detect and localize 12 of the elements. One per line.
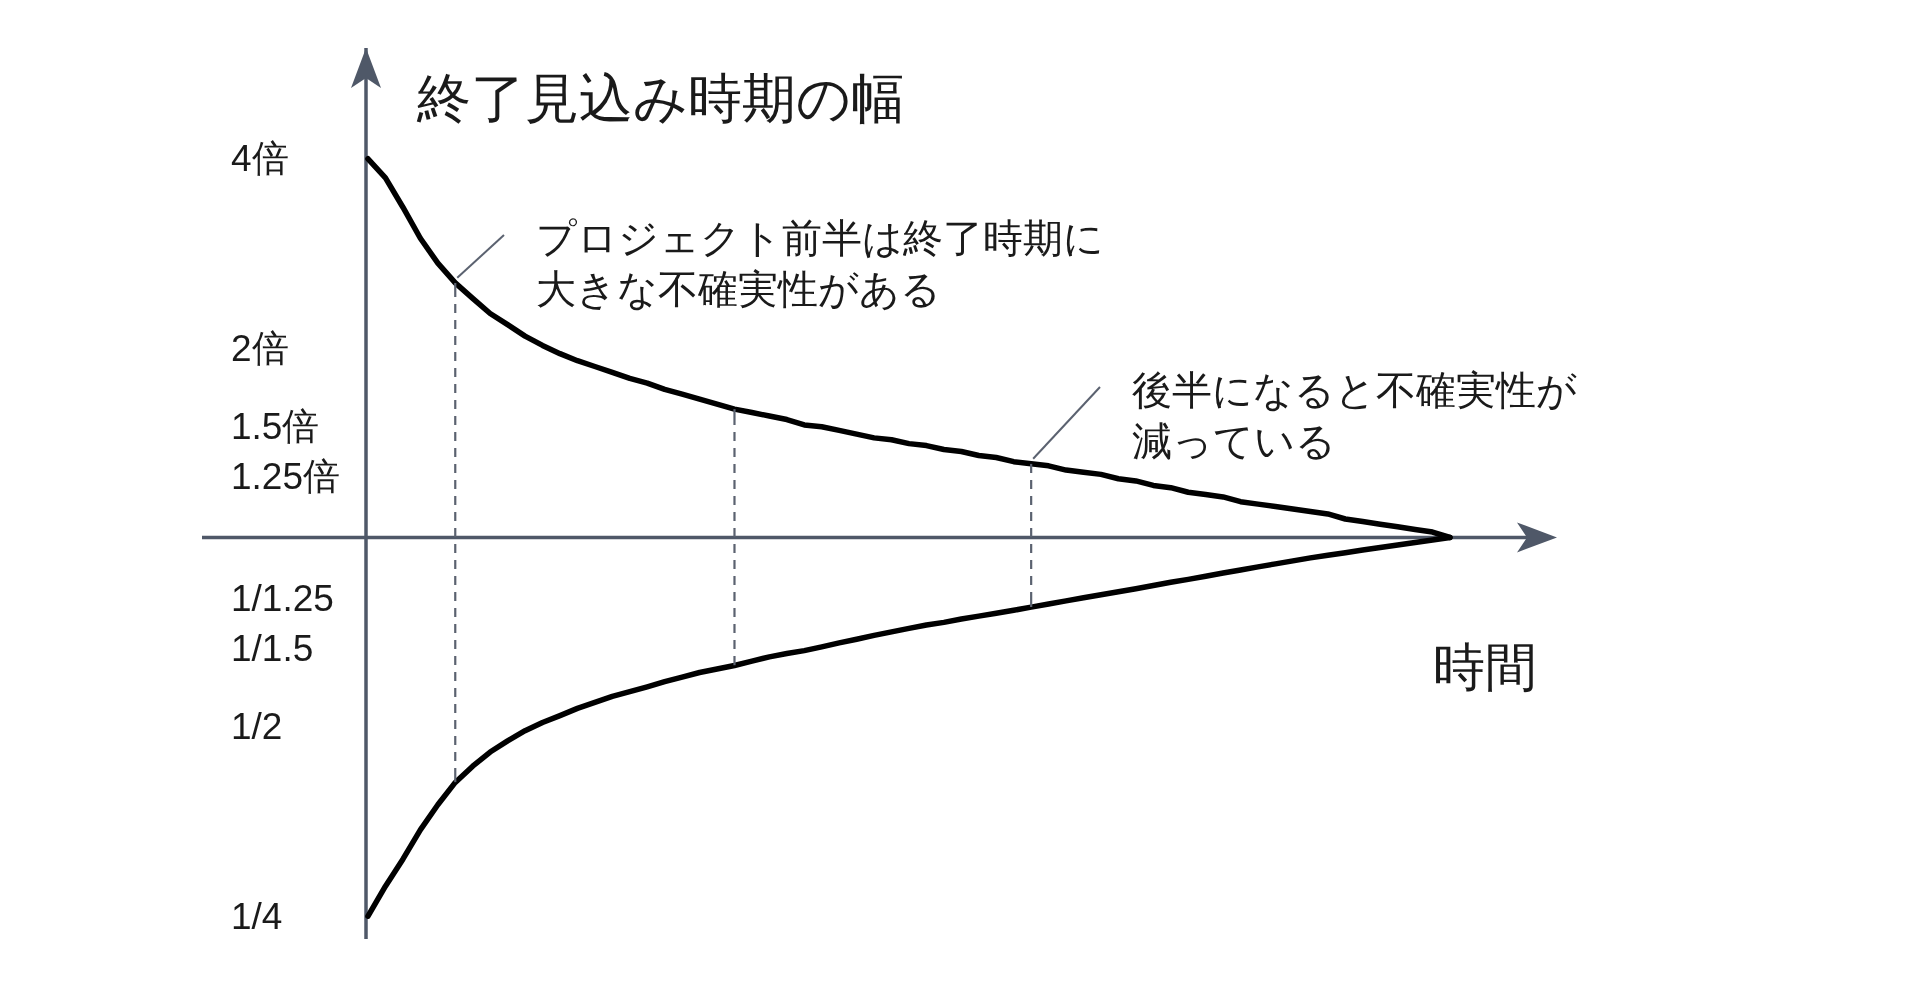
y-tick-label: 2倍	[231, 327, 289, 369]
annotation: プロジェクト前半は終了時期に大きな不確実性がある	[536, 216, 1104, 311]
y-tick-label: 1/4	[231, 895, 283, 937]
y-tick-label: 4倍	[231, 138, 289, 180]
y-tick-label: 1/2	[231, 706, 283, 748]
y-axis-title: 終了見込み時期の幅	[416, 68, 905, 128]
y-tick-label: 1/1.5	[231, 627, 314, 669]
annotation: 後半になると不確実性が減っている	[1132, 368, 1577, 463]
y-tick-label: 1.5倍	[231, 406, 320, 448]
y-tick-label: 1.25倍	[231, 456, 341, 498]
x-axis-title: 時間	[1433, 638, 1537, 696]
y-tick-label: 1/1.25	[231, 577, 334, 619]
